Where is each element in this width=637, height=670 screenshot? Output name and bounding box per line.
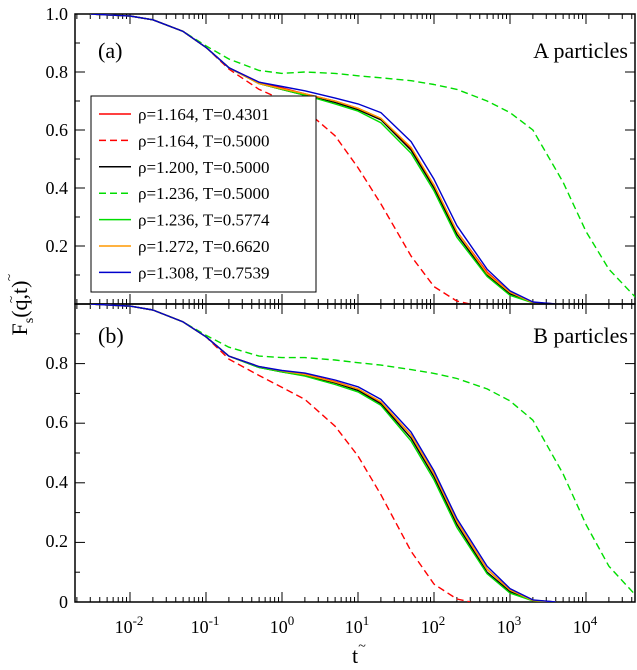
- legend-label: ρ=1.236, T=0.5774: [138, 211, 270, 230]
- panel-b: (b) B particles 0.8 0.6 0.4 0.2 0: [46, 303, 636, 612]
- ytick-label-a-0.4: 0.4: [46, 178, 69, 198]
- panel-b-series: [90, 304, 635, 602]
- panel-b-label: (b): [98, 323, 124, 348]
- legend-label: ρ=1.272, T=0.6620: [138, 237, 270, 256]
- legend-label: ρ=1.308, T=0.7539: [138, 263, 270, 282]
- svg-text:Fs(q,t): Fs(q,t): [7, 281, 37, 336]
- ytick-label-b-0: 0: [59, 592, 68, 612]
- y-axis-label-F: F: [7, 323, 32, 335]
- panel-a-series: [90, 14, 635, 304]
- xtick-label-1e2: 102: [421, 613, 446, 637]
- y-axis-label-tilde-t: ~: [1, 274, 16, 281]
- panel-a: (a) A particles 1.0 0.8 0.6 0.4 0.2 ρ=1.…: [46, 4, 636, 305]
- xtick-label-1e3: 103: [497, 613, 522, 637]
- legend-item: ρ=1.236, T=0.5774: [99, 211, 270, 230]
- x-axis-label-tilde: ~: [358, 639, 366, 654]
- y-axis-label-tail: (q,t): [7, 281, 32, 318]
- x-tick-labels: 10-2 10-1 100 101 102 103 104: [115, 613, 598, 637]
- legend-item: ρ=1.200, T=0.5000: [99, 158, 270, 177]
- xtick-label-1e-1: 10-1: [191, 613, 220, 637]
- ytick-label-b-0.6: 0.6: [46, 412, 69, 432]
- panel-a-yticklabels: 1.0 0.8 0.6 0.4 0.2: [46, 4, 69, 256]
- xtick-label-1e-2: 10-2: [115, 613, 144, 637]
- ytick-label-b-0.4: 0.4: [46, 472, 69, 492]
- ytick-label-a-0.6: 0.6: [46, 120, 69, 140]
- legend-box: [90, 95, 317, 293]
- panel-b-yticklabels: 0.8 0.6 0.4 0.2 0: [46, 353, 69, 612]
- legend-item: ρ=1.272, T=0.6620: [99, 237, 270, 256]
- legend-label: ρ=1.200, T=0.5000: [138, 158, 270, 177]
- ytick-label-b-0.8: 0.8: [46, 353, 69, 373]
- series-line-panel-a-3: [90, 14, 635, 298]
- legend-item: ρ=1.308, T=0.7539: [99, 263, 270, 282]
- series-line-panel-b-1: [90, 304, 471, 602]
- panel-b-annotation: B particles: [533, 323, 628, 348]
- series-line-panel-b-6: [90, 304, 556, 602]
- panel-a-annotation: A particles: [533, 38, 628, 63]
- legend-item: ρ=1.164, T=0.4301: [99, 105, 270, 124]
- series-line-panel-b-5: [90, 304, 556, 602]
- y-axis-label: Fs(q,t) ~ ~: [1, 274, 37, 336]
- legend: ρ=1.164, T=0.4301 ρ=1.164, T=0.5000 ρ=1.20…: [90, 95, 317, 293]
- series-line-panel-b-2: [90, 304, 556, 602]
- legend-label: ρ=1.164, T=0.4301: [138, 105, 270, 124]
- y-axis-label-sub: s: [22, 318, 37, 323]
- x-axis-label-t: t: [352, 643, 358, 668]
- ytick-label-a-0.2: 0.2: [46, 236, 69, 256]
- x-axis-label: t ~: [352, 639, 366, 668]
- panel-a-label: (a): [98, 38, 122, 63]
- series-line-panel-a-6: [90, 14, 556, 304]
- series-line-panel-b-4: [90, 304, 556, 602]
- series-line-panel-b-0: [90, 304, 556, 602]
- ytick-label-b-0.2: 0.2: [46, 531, 69, 551]
- legend-label: ρ=1.236, T=0.5000: [138, 184, 270, 203]
- y-axis-label-tilde-q: ~: [3, 296, 18, 303]
- ytick-label-a-1.0: 1.0: [46, 4, 69, 24]
- legend-item: ρ=1.164, T=0.5000: [99, 131, 270, 150]
- xtick-label-1e4: 104: [573, 613, 598, 637]
- xtick-label-1e1: 101: [345, 613, 370, 637]
- xtick-label-1e0: 100: [270, 613, 295, 637]
- legend-item: ρ=1.236, T=0.5000: [99, 184, 270, 203]
- legend-label: ρ=1.164, T=0.5000: [138, 131, 270, 150]
- ytick-label-a-0.8: 0.8: [46, 62, 69, 82]
- series-line-panel-b-3: [90, 304, 635, 596]
